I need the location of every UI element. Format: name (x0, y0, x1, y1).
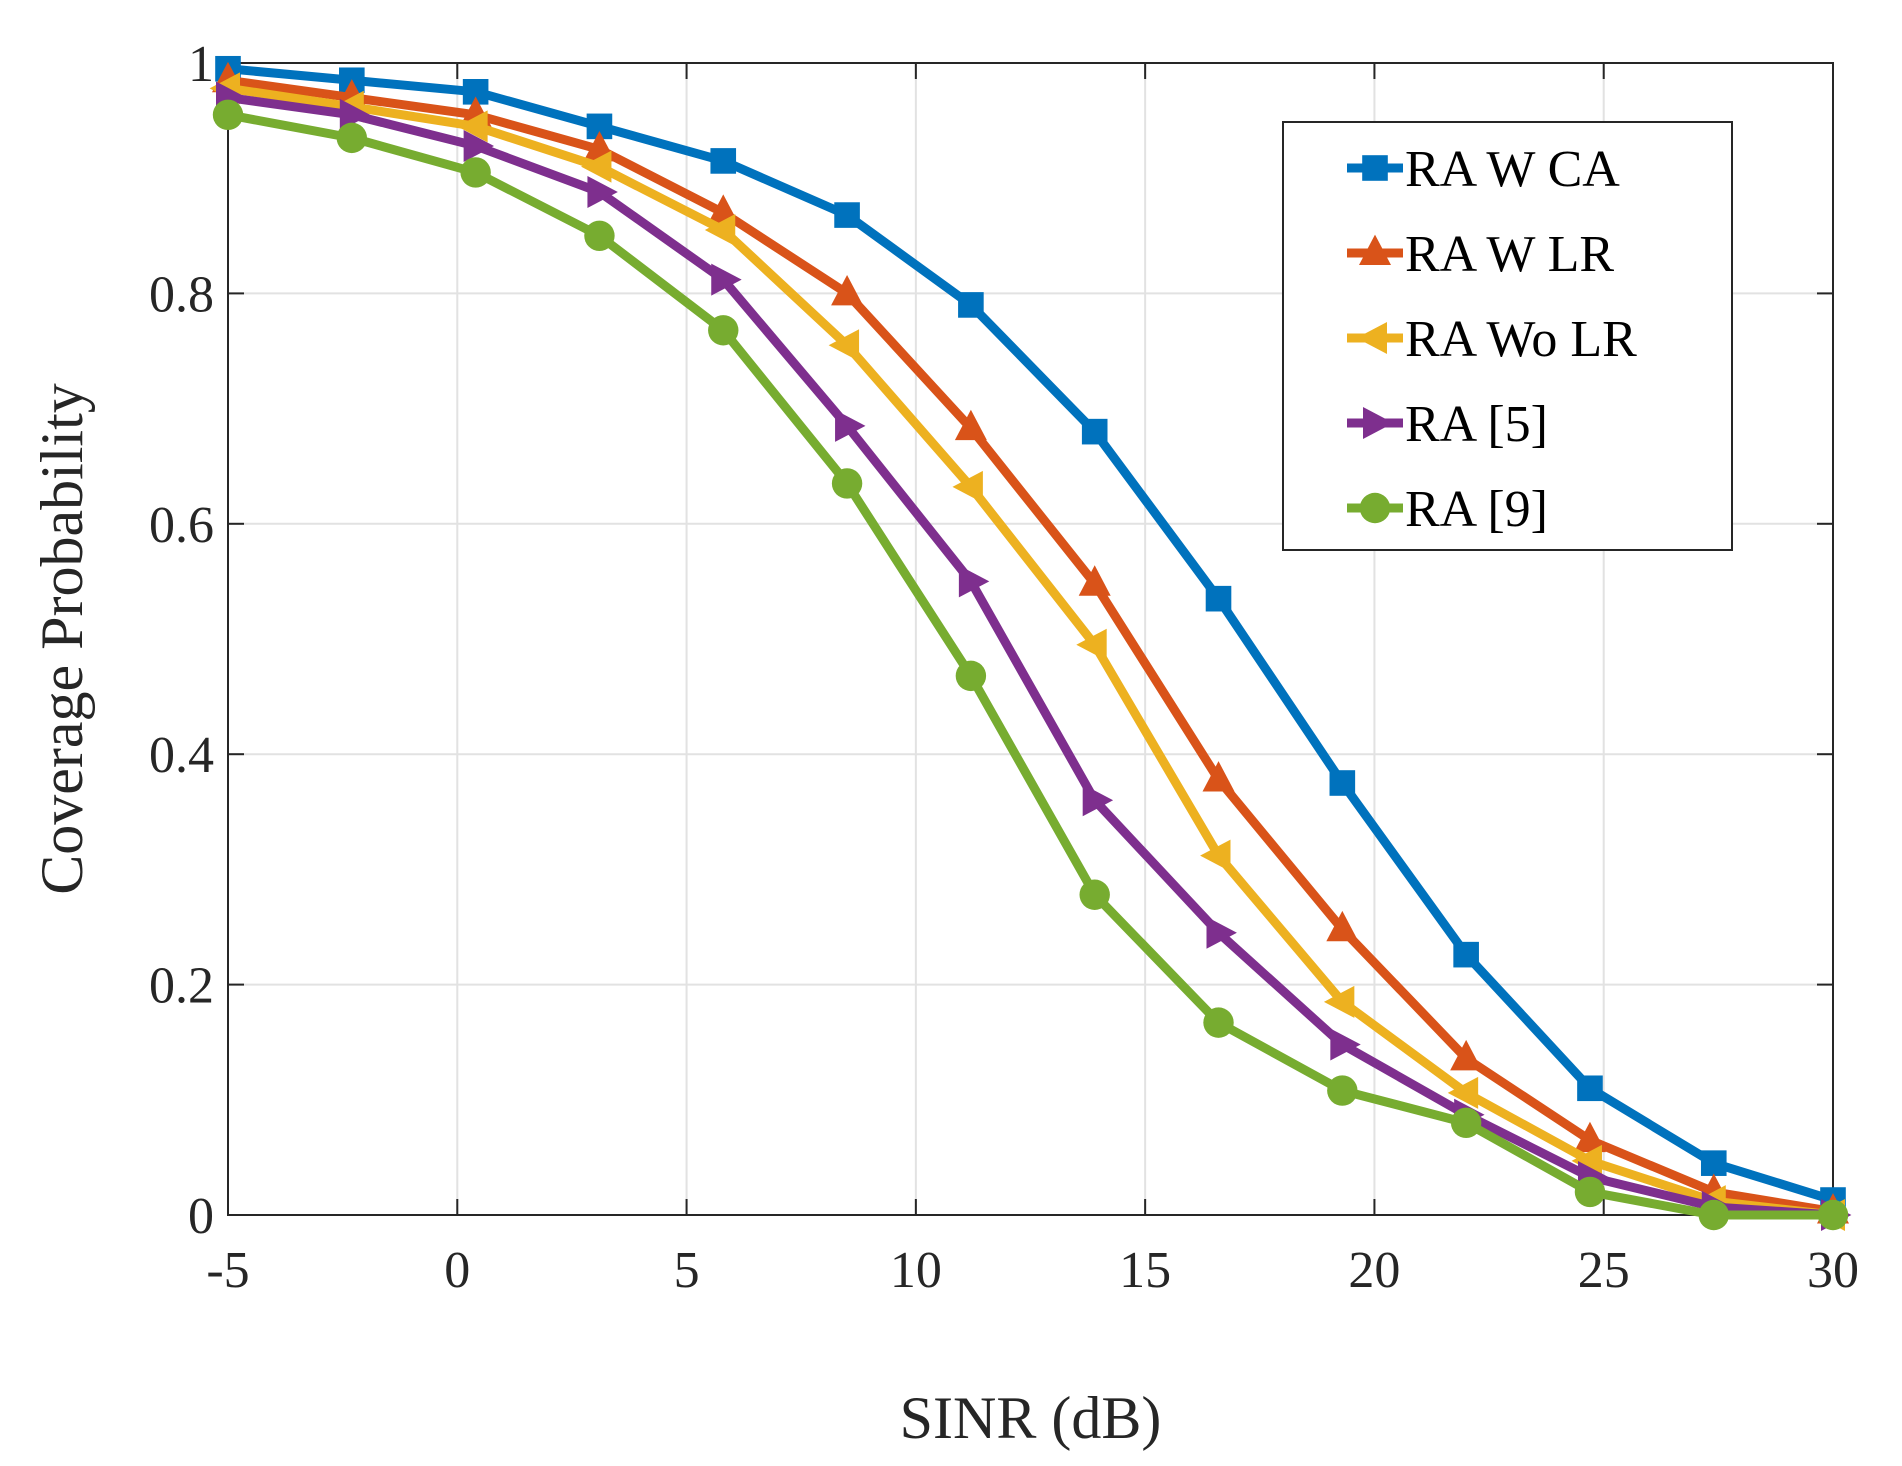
y-tick-label: 0 (188, 1188, 214, 1245)
triangle-left-marker (704, 214, 736, 247)
legend-label: RA Wo LR (1405, 311, 1637, 368)
legend-item: RA W CA (1347, 141, 1620, 198)
triangle-up-marker (1326, 910, 1359, 942)
y-tick-label: 0.6 (149, 497, 214, 554)
legend-item: RA W LR (1347, 226, 1614, 283)
x-tick-label: 25 (1578, 1242, 1630, 1299)
x-tick-label: 5 (674, 1242, 700, 1299)
triangle-left-marker (952, 470, 983, 503)
circle-marker (336, 122, 368, 154)
triangle-left-marker (1571, 1144, 1602, 1177)
x-tick-label: 15 (1119, 1242, 1171, 1299)
series-1 (215, 55, 1846, 1213)
circle-marker (708, 315, 739, 346)
square-marker (710, 148, 737, 174)
square-marker (1362, 155, 1388, 181)
legend-item: RA Wo LR (1347, 311, 1637, 368)
square-marker (1577, 1075, 1603, 1102)
legend-label: RA W LR (1405, 226, 1614, 283)
triangle-right-marker (1330, 1028, 1361, 1061)
square-marker (1081, 418, 1108, 445)
circle-marker (1817, 1199, 1849, 1231)
triangle-right-marker (339, 98, 371, 131)
triangle-up-marker (954, 409, 987, 441)
series-2 (212, 61, 1849, 1224)
x-tick-label: -5 (206, 1242, 249, 1299)
triangle-up-marker (1202, 761, 1235, 792)
y-tick-label: 0.8 (149, 266, 214, 323)
circle-marker (212, 99, 244, 131)
series-line (227, 93, 1834, 1220)
y-tick-label: 0.4 (149, 727, 214, 784)
square-marker (834, 202, 860, 228)
square-marker (1205, 585, 1232, 612)
triangle-left-marker (1323, 985, 1355, 1018)
series-line (227, 75, 1834, 1216)
triangle-right-marker (1082, 784, 1114, 817)
circle-marker (584, 220, 615, 251)
triangle-right-marker (711, 263, 742, 296)
series-line (227, 83, 1834, 1220)
triangle-right-marker (463, 129, 495, 162)
triangle-up-marker (1450, 1039, 1483, 1071)
plot-area (227, 62, 1834, 1216)
y-tick-label: 1 (188, 36, 214, 93)
legend-label: RA [9] (1405, 481, 1548, 538)
x-tick-label: 10 (890, 1242, 942, 1299)
triangle-left-marker (581, 150, 612, 183)
x-tick-label: 20 (1348, 1242, 1400, 1299)
triangle-left-marker (1356, 322, 1387, 354)
triangle-left-marker (1200, 839, 1231, 872)
y-tick-label: 0.2 (149, 958, 214, 1015)
legend-item: RA [5] (1347, 396, 1548, 453)
square-marker (1453, 941, 1479, 968)
triangle-right-marker (835, 409, 866, 442)
y-axis-title: Coverage Probability (29, 383, 95, 895)
circle-marker (1359, 492, 1391, 524)
series-line (227, 64, 1835, 1205)
triangle-right-marker (587, 176, 618, 209)
triangle-left-marker (457, 110, 488, 143)
series-line (227, 110, 1833, 1220)
triangle-right-marker (958, 565, 990, 598)
triangle-left-marker (828, 329, 860, 362)
legend: RA W CA RA W LR RA Wo LR RA [5] RA [9] (1282, 121, 1733, 551)
x-axis-title: SINR (dB) (900, 1385, 1162, 1451)
circle-marker (831, 468, 863, 499)
legend-label: RA [5] (1405, 396, 1548, 453)
circle-marker (1203, 1007, 1234, 1038)
series-layer (209, 55, 1852, 1231)
circle-marker (1698, 1199, 1729, 1231)
circle-marker (1574, 1176, 1606, 1208)
triangle-right-marker (1206, 916, 1237, 949)
square-marker (1329, 770, 1356, 796)
x-tick-label: 30 (1807, 1242, 1859, 1299)
triangle-left-marker (1447, 1076, 1479, 1109)
legend-item: RA [9] (1347, 481, 1548, 538)
triangle-left-marker (1076, 628, 1107, 661)
circle-marker (460, 157, 491, 188)
legend-label: RA W CA (1405, 141, 1620, 198)
triangle-up-marker (1078, 565, 1111, 596)
circle-marker (1450, 1107, 1482, 1139)
circle-marker (1079, 879, 1110, 910)
triangle-up-marker (1359, 234, 1391, 265)
square-marker (1700, 1150, 1727, 1176)
square-marker (958, 292, 984, 318)
triangle-up-marker (831, 275, 864, 306)
triangle-up-marker (1573, 1121, 1606, 1153)
circle-marker (1327, 1075, 1358, 1106)
circle-marker (955, 660, 987, 692)
series-5 (212, 99, 1849, 1231)
x-tick-label: 0 (444, 1242, 470, 1299)
triangle-right-marker (1363, 407, 1394, 439)
